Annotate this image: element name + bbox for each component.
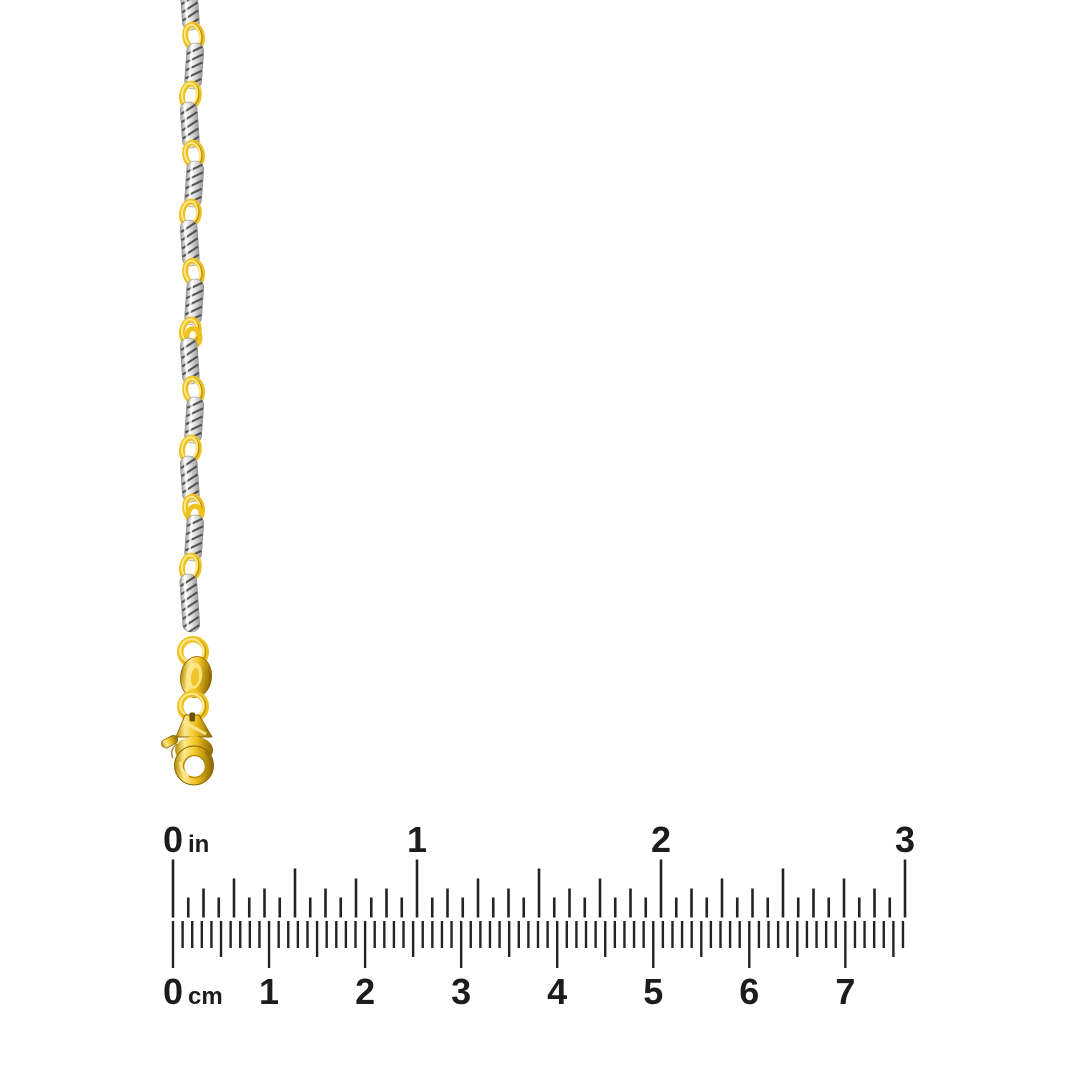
cm-label-1: 1 — [259, 971, 280, 1012]
chain-bar-segment — [184, 160, 205, 208]
inch-label-2: 2 — [650, 819, 672, 860]
cm-label-2: 2 — [355, 971, 376, 1012]
lobster-clasp — [161, 712, 214, 786]
ruler-cm-ticks — [171, 921, 905, 968]
cm-unit-label: cm — [188, 983, 223, 1010]
chain-bar-segment — [184, 278, 205, 326]
cm-label-0: 0 — [162, 971, 184, 1012]
chain-bar-segment — [184, 396, 205, 444]
clasp-oval-link — [180, 656, 212, 698]
chain-bar-segment — [184, 514, 205, 562]
cm-label-7: 7 — [835, 971, 856, 1012]
cm-label-6: 6 — [739, 971, 760, 1012]
cm-label-4: 4 — [547, 971, 568, 1012]
inch-label-1: 1 — [406, 819, 428, 860]
ruler-inch-ticks — [171, 859, 907, 918]
inch-label-0: 0 — [162, 819, 184, 860]
cm-label-3: 3 — [451, 971, 472, 1012]
inch-label-3: 3 — [894, 819, 916, 860]
inch-unit-label: in — [188, 831, 210, 858]
clasp-jump-ring — [177, 636, 209, 668]
chain-bar-segment — [179, 573, 201, 633]
cm-label-5: 5 — [643, 971, 664, 1012]
